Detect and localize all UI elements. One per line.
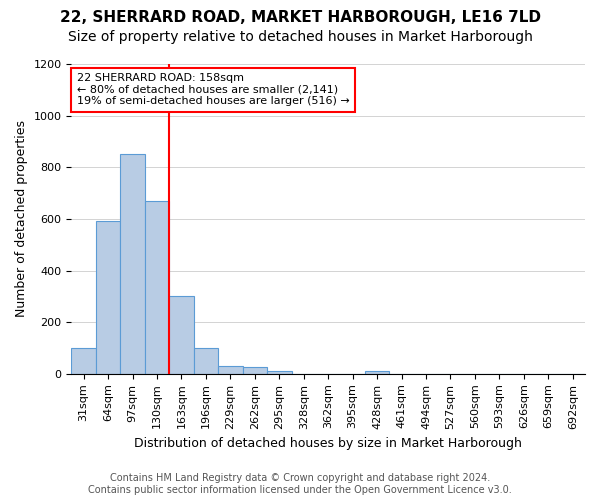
Bar [267, 371, 292, 374]
Bar [218, 366, 242, 374]
Bar [242, 368, 267, 374]
Bar [96, 222, 121, 374]
Text: 22 SHERRARD ROAD: 158sqm
← 80% of detached houses are smaller (2,141)
19% of sem: 22 SHERRARD ROAD: 158sqm ← 80% of detach… [77, 74, 349, 106]
Bar [145, 201, 169, 374]
X-axis label: Distribution of detached houses by size in Market Harborough: Distribution of detached houses by size … [134, 437, 522, 450]
Bar [194, 348, 218, 374]
Bar [169, 296, 194, 374]
Bar [121, 154, 145, 374]
Y-axis label: Number of detached properties: Number of detached properties [15, 120, 28, 318]
Text: Contains HM Land Registry data © Crown copyright and database right 2024.
Contai: Contains HM Land Registry data © Crown c… [88, 474, 512, 495]
Bar [71, 348, 96, 374]
Text: 22, SHERRARD ROAD, MARKET HARBOROUGH, LE16 7LD: 22, SHERRARD ROAD, MARKET HARBOROUGH, LE… [59, 10, 541, 25]
Text: Size of property relative to detached houses in Market Harborough: Size of property relative to detached ho… [68, 30, 532, 44]
Bar [365, 371, 389, 374]
